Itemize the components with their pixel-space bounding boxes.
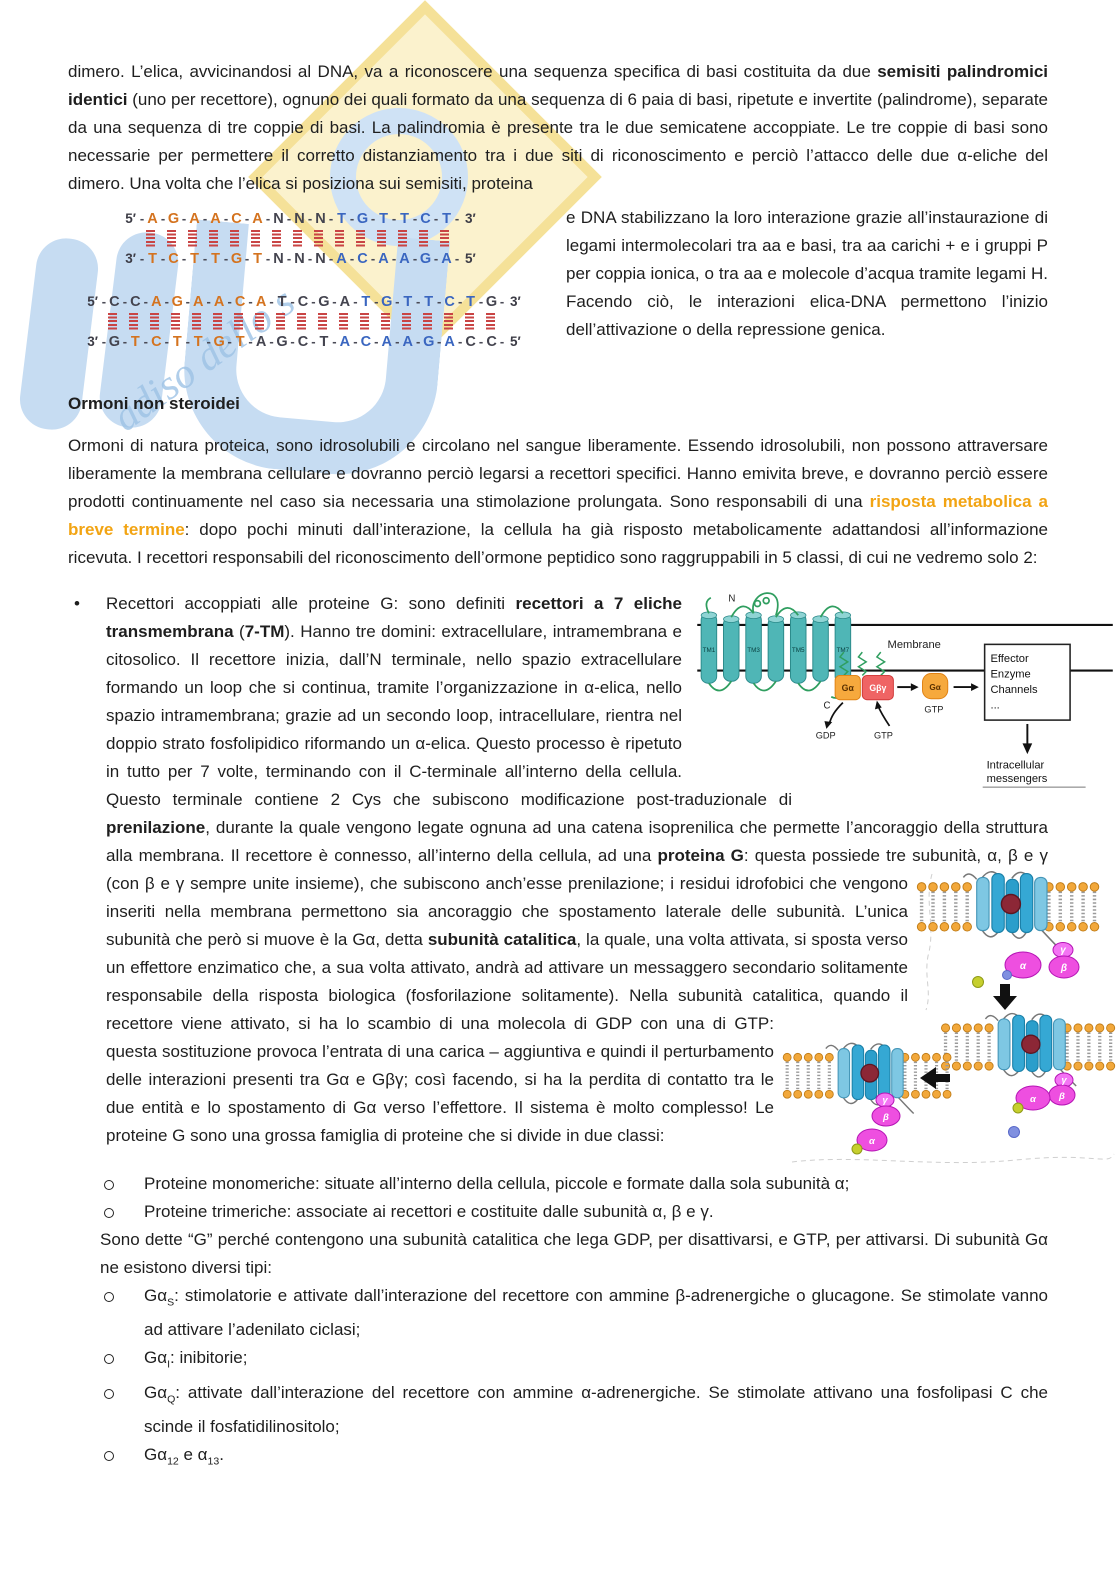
effector-label-4: ...: [990, 699, 999, 711]
effector-label-1: Effector: [990, 653, 1029, 665]
figure-gprotein-cycle-top: γ β α: [915, 870, 1116, 1012]
circle-bullet-icon: [101, 1282, 144, 1344]
g-subunits-middle: γ β α: [1008, 1072, 1076, 1138]
sub-bullet-galpha-12-13: Gα12 e α13.: [101, 1441, 1048, 1475]
beta-label: β: [882, 1112, 889, 1123]
page-content: dimero. L’elica, avvicinandosi al DNA, v…: [68, 62, 1116, 1475]
left-arrow-icon: [920, 1067, 950, 1089]
dna-sequence-1: 5′ - A - G - A - A - C - A - N - N - N - T - G - T - T - C - T -3′ 3′ - T -…: [125, 210, 476, 267]
figure-gprotein-cycle-bottom: γ β α γ: [781, 1011, 1116, 1166]
gamma-label: γ: [1060, 945, 1067, 956]
alpha-label: α: [1030, 1094, 1037, 1105]
paragraph-dimero: dimero. L’elica, avvicinandosi al DNA, v…: [68, 62, 1048, 193]
beta-label: β: [1058, 1091, 1065, 1102]
circle-bullet-icon: [101, 1170, 144, 1198]
c-terminal-label: C: [823, 700, 830, 711]
sub-bullet-galpha-q: GαQ: attivate dall’interazione del recet…: [101, 1379, 1048, 1441]
down-arrow-icon: [993, 984, 1017, 1010]
g-subunits-top: γ β α: [972, 942, 1080, 988]
prenyl-anchors-icon: [838, 651, 887, 676]
gprotein-cycle-bottom-icon: γ β α γ: [781, 1011, 1116, 1164]
effector-box: [983, 643, 1071, 721]
bullet-content: TM1 TM3 TM5 TM7 N: [106, 590, 1116, 1170]
circle-bullet-icon: [101, 1344, 144, 1378]
tm7-label: TM7: [837, 647, 850, 654]
figure-7tm-receptor: TM1 TM3 TM5 TM7 N: [696, 590, 1116, 788]
paragraph-dna-side: e DNA stabilizzano la loro interazione g…: [566, 208, 1048, 339]
circle-bullet-icon: [101, 1441, 144, 1475]
alpha-label: α: [869, 1136, 876, 1147]
membrane-label: Membrane: [888, 639, 941, 651]
circle-bullet-icon: [101, 1379, 144, 1441]
beta-label: β: [1060, 963, 1067, 974]
bullet-text-part1: Recettori accoppiati alle proteine G: so…: [106, 594, 1049, 893]
gamma-label: γ: [1061, 1075, 1067, 1086]
intracellular-label-1: Intracellular: [987, 760, 1045, 772]
alpha-label: α: [1020, 961, 1027, 972]
bullet-text-part2: residui idrofobici che vengono inseriti …: [106, 874, 908, 1145]
n-terminal-label: N: [728, 594, 735, 605]
effector-label-3: Channels: [990, 684, 1038, 696]
galpha-active-blob: [922, 673, 949, 700]
heading-ormoni-non-steroidei: Ormoni non steroidei: [68, 394, 240, 413]
dna-section: 5′ - A - G - A - A - C - A - N - N - N - T - G - T - T - C - T -3′ 3′ - T -…: [68, 204, 1048, 374]
effector-label-2: Enzyme: [990, 668, 1030, 680]
g-subunits-bottom-left: γ β α: [851, 1092, 901, 1155]
paragraph-sono-dette-g: Sono dette “G” perché contengono una sub…: [100, 1230, 1048, 1277]
dna-figure: 5′ - A - G - A - A - C - A - N - N - N - T - G - T - T - C - T -3′ 3′ - T -…: [68, 204, 540, 374]
gprotein-cycle-top-icon: γ β α: [915, 870, 1101, 1011]
galpha-box: [834, 674, 861, 701]
gbetagamma-box-label: Gβγ: [869, 683, 886, 693]
galpha-active-label: Gα: [929, 683, 941, 692]
tm1-label: TM1: [703, 647, 716, 654]
receptor-loops-icon: [705, 592, 847, 699]
bullet-marker: •: [74, 594, 80, 613]
sub-bullet-galpha-s: GαS: stimolatorie e attivate dall’intera…: [101, 1282, 1048, 1344]
gbetagamma-box: [861, 674, 894, 701]
sub-bullet-proteine-monomeriche: Proteine monomeriche: situate all’intern…: [101, 1170, 1048, 1198]
tm-helices-icon: TM1 TM3 TM5 TM7: [700, 611, 852, 684]
dna-sequence-2: 5′ - C - C - A - G - A - A - C - A - T - C - G - A - T - G - T - T - C - T - G…: [87, 293, 521, 350]
circle-bullet-icon: [101, 1198, 144, 1226]
sub-bullet-proteine-trimeriche: Proteine trimeriche: associate ai recett…: [101, 1198, 1048, 1226]
gtp-label: GTP: [874, 731, 893, 741]
intracellular-label-2: messengers: [987, 773, 1048, 785]
galpha-box-label: Gα: [842, 683, 855, 693]
sub-bullet-galpha-i: GαI: inibitorie;: [101, 1344, 1048, 1378]
gamma-label: γ: [882, 1095, 888, 1106]
gdp-label: GDP: [816, 731, 836, 741]
tm3-label: TM3: [747, 647, 760, 654]
figure-7tm-wrap-spacer: [806, 762, 1116, 792]
paragraph-ormoni-proteici: Ormoni di natura proteica, sono idrosolu…: [68, 436, 1049, 567]
gtp-active-label: GTP: [924, 704, 943, 714]
bullet-recettori-proteine-g: •: [68, 590, 1116, 1170]
tm5-label: TM5: [792, 647, 805, 654]
7tm-receptor-diagram-icon: TM1 TM3 TM5 TM7 N: [697, 592, 1113, 788]
